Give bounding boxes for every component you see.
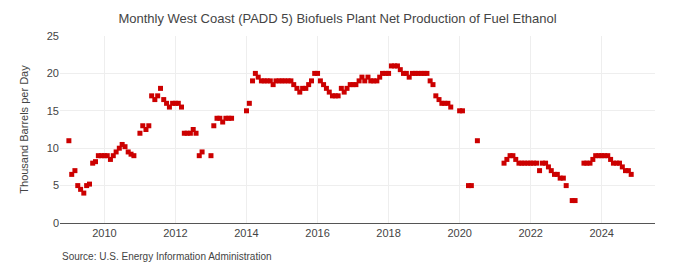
svg-text:2016: 2016 — [305, 227, 329, 239]
svg-text:20: 20 — [47, 67, 59, 79]
svg-text:Thousand Barrels per Day: Thousand Barrels per Day — [18, 65, 30, 194]
svg-text:5: 5 — [53, 179, 59, 191]
svg-text:0: 0 — [53, 217, 59, 229]
svg-text:Source: U.S. Energy Informatio: Source: U.S. Energy Information Administ… — [62, 251, 272, 262]
svg-text:2020: 2020 — [447, 227, 471, 239]
svg-text:2018: 2018 — [376, 227, 400, 239]
svg-text:2012: 2012 — [163, 227, 187, 239]
svg-text:Monthly West Coast (PADD 5) Bi: Monthly West Coast (PADD 5) Biofuels Pla… — [118, 11, 556, 26]
svg-text:2014: 2014 — [234, 227, 258, 239]
svg-text:10: 10 — [47, 142, 59, 154]
svg-text:15: 15 — [47, 105, 59, 117]
svg-text:2024: 2024 — [589, 227, 613, 239]
svg-text:2022: 2022 — [518, 227, 542, 239]
svg-text:25: 25 — [47, 30, 59, 42]
svg-text:2010: 2010 — [92, 227, 116, 239]
